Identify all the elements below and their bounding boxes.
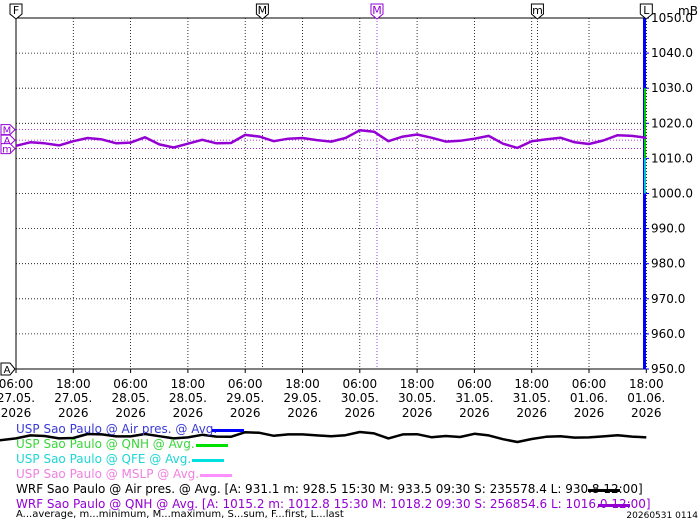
- x-tick-time: 06:00: [343, 377, 378, 391]
- legend-entry-swatch: [192, 459, 224, 462]
- left-marker-label: A: [4, 136, 11, 147]
- legend-entry-swatch: [196, 444, 228, 447]
- x-tick-year: 2026: [287, 406, 318, 420]
- x-tick-time: 06:00: [457, 377, 492, 391]
- series-lines: [0, 129, 647, 444]
- top-marker-label: M: [372, 4, 382, 17]
- legend-entry: USP Sao Paulo @ MSLP @ Avg.: [16, 467, 696, 482]
- x-tick-time: 06:00: [228, 377, 263, 391]
- y-axis: 1050.0 1040.0 1030.0 1020.0 1010.0 1000.0 990.…: [643, 4, 698, 376]
- top-marker-badge: [9, 3, 23, 20]
- x-tick-time: 06:00: [113, 377, 148, 391]
- x-tick-year: 2026: [631, 406, 662, 420]
- x-tick-year: 2026: [115, 406, 146, 420]
- x-tick-year: 2026: [574, 406, 605, 420]
- y-tick-label: 1010.0: [651, 151, 693, 165]
- x-tick-year: 2026: [173, 406, 204, 420]
- x-tick-year: 2026: [459, 406, 490, 420]
- legend-entry-label: WRF Sao Paulo @ Air pres. @ Avg. [A: 931…: [16, 482, 643, 496]
- legend-entry: USP Sao Paulo @ Air pres. @ Avg.: [16, 422, 696, 437]
- x-tick-year: 2026: [58, 406, 89, 420]
- legend-entry-label: WRF Sao Paulo @ QNH @ Avg. [A: 1015.2 m:…: [16, 497, 651, 511]
- x-tick-date: 28.05.: [169, 391, 207, 405]
- legend-entry: WRF Sao Paulo @ Air pres. @ Avg. [A: 931…: [16, 482, 696, 497]
- x-tick-time: 18:00: [171, 377, 206, 391]
- x-tick-date: 01.06.: [627, 391, 665, 405]
- y-tick-label: 1050.0: [651, 11, 693, 25]
- x-tick-year: 2026: [402, 406, 433, 420]
- top-marker-badge: [530, 3, 544, 20]
- x-tick-time: 18:00: [56, 377, 91, 391]
- legend-entry-swatch: [588, 489, 620, 492]
- plot-area: [15, 17, 645, 370]
- left-marker-badge: [0, 124, 16, 136]
- top-marker-label: L: [643, 4, 650, 17]
- y-tick-label: 960.0: [651, 327, 685, 341]
- y-tick-label: 1000.0: [651, 187, 693, 201]
- left-marker-badge: [0, 143, 16, 155]
- x-tick-date: 29.05.: [226, 391, 264, 405]
- left-marker-label: m: [2, 145, 12, 156]
- x-tick-time: 18:00: [400, 377, 435, 391]
- top-marker-label: M: [258, 4, 268, 17]
- x-tick-date: 30.05.: [398, 391, 436, 405]
- legend-entry-label: USP Sao Paulo @ Air pres. @ Avg.: [16, 422, 218, 436]
- left-marker-label: M: [3, 126, 12, 137]
- legend-entry-label: USP Sao Paulo @ MSLP @ Avg.: [16, 467, 200, 481]
- y-tick-label: 1020.0: [651, 116, 693, 130]
- x-tick-year: 2026: [516, 406, 547, 420]
- series-line-wrf-qnh: [15, 129, 647, 150]
- x-tick-date: 29.05.: [283, 391, 321, 405]
- y-tick-label: 980.0: [651, 257, 685, 271]
- y-tick-label: 950.0: [651, 362, 685, 376]
- top-marker-badge: [370, 3, 384, 20]
- legend-entry: USP Sao Paulo @ QFE @ Avg.: [16, 452, 696, 467]
- y-tick-label: 1040.0: [651, 46, 693, 60]
- y-tick-label: 990.0: [651, 222, 685, 236]
- legend-entry-label: USP Sao Paulo @ QFE @ Avg.: [16, 452, 192, 466]
- x-tick-date: 31.05.: [513, 391, 551, 405]
- legend-entry-label: USP Sao Paulo @ QNH @ Avg.: [16, 437, 195, 451]
- legend: USP Sao Paulo @ Air pres. @ Avg. USP Sao …: [16, 422, 696, 512]
- legend-entry: USP Sao Paulo @ QNH @ Avg.: [16, 437, 696, 452]
- bottom-left-marker-label: A: [4, 365, 11, 376]
- legend-entry-swatch: [598, 504, 630, 507]
- top-marker-badge: [255, 3, 269, 20]
- x-tick-date: 31.05.: [455, 391, 493, 405]
- footer-timestamp: 20260531 0114: [626, 511, 698, 521]
- x-tick-time: 18:00: [629, 377, 664, 391]
- y-tick-label: 1030.0: [651, 81, 693, 95]
- x-tick-date: 30.05.: [341, 391, 379, 405]
- x-tick-date: 01.06.: [570, 391, 608, 405]
- x-tick-time: 18:00: [514, 377, 549, 391]
- legend-entry-swatch: [200, 474, 232, 477]
- x-tick-date: 28.05.: [112, 391, 150, 405]
- x-tick-year: 2026: [1, 406, 32, 420]
- legend-entry-swatch: [212, 429, 244, 432]
- top-marker-badge: [639, 3, 653, 20]
- x-tick-time: 18:00: [285, 377, 320, 391]
- x-tick-time: 06:00: [572, 377, 607, 391]
- y-unit-label: mB: [678, 4, 698, 18]
- legend-entry: WRF Sao Paulo @ QNH @ Avg. [A: 1015.2 m:…: [16, 497, 696, 512]
- x-tick-year: 2026: [345, 406, 376, 420]
- footer-legend-text: A...average, m...minimum, M...maximum, S…: [16, 509, 344, 520]
- x-tick-time: 06:00: [0, 377, 33, 391]
- x-tick-date: 27.05.: [54, 391, 92, 405]
- series-line-wrf-air-pres: [0, 430, 647, 444]
- y-tick-label: 970.0: [651, 292, 685, 306]
- x-tick-date: 27.05.: [0, 391, 35, 405]
- x-tick-year: 2026: [230, 406, 261, 420]
- x-axis: 06:0027.05.202618:0027.05.202606:0028.05…: [0, 369, 665, 420]
- top-marker-label: F: [13, 4, 19, 17]
- bottom-left-marker-badge: [0, 362, 16, 376]
- top-marker-label: m: [532, 4, 543, 17]
